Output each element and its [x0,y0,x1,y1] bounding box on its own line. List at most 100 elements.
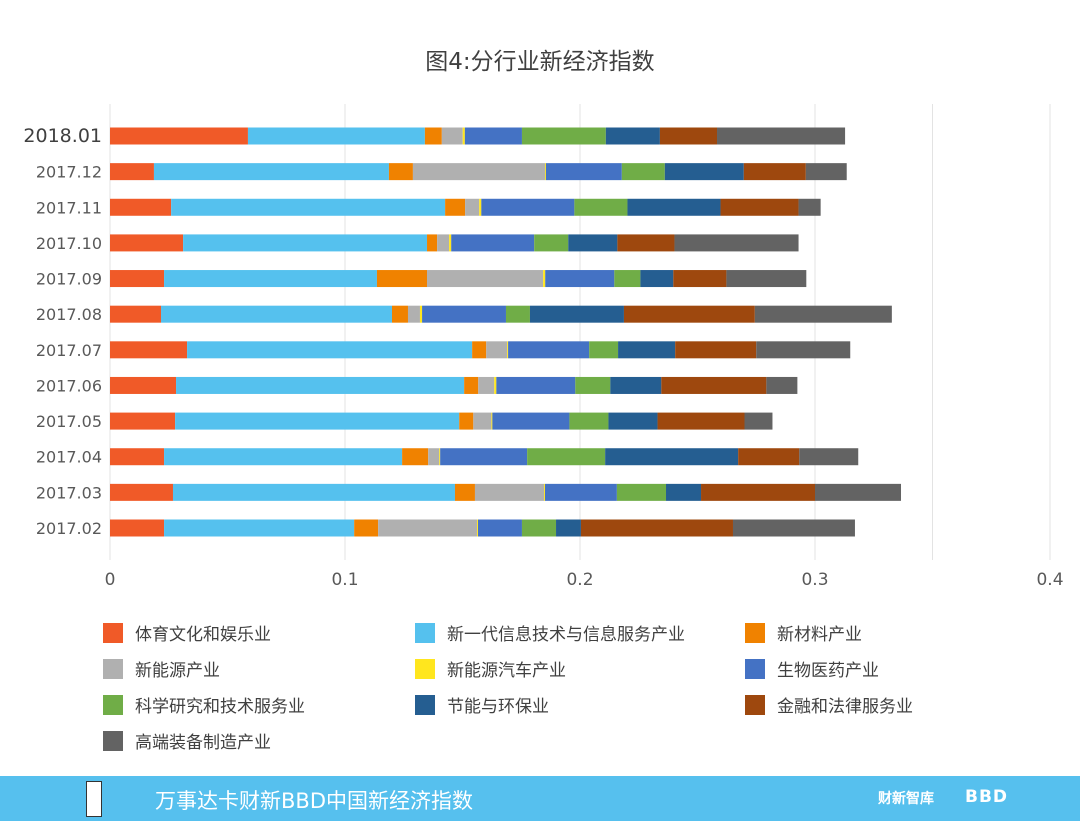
bar-segment [110,234,184,252]
y-tick-label: 2017.06 [36,376,102,395]
bar-segment [153,163,389,181]
bar-segment [110,127,248,145]
bar-segment [472,341,487,359]
bar-segment [545,163,622,181]
legend-item: 新一代信息技术与信息服务产业 [415,620,685,645]
legend-item: 科学研究和技术服务业 [103,692,305,717]
bar-segment [494,376,497,394]
legend-label: 新一代信息技术与信息服务产业 [447,625,685,645]
bar-segment [575,376,611,394]
y-tick-label: 2017.03 [36,483,102,502]
bar-segment [110,270,165,288]
bar-segment [618,341,676,359]
bar-segment [437,234,450,252]
bar-segment [674,234,799,252]
y-tick-label: 2017.08 [36,305,102,324]
legend-label: 科学研究和技术服务业 [135,697,305,717]
bar-segment [164,448,403,466]
y-tick-label: 2017.05 [36,412,102,431]
bar-segment [110,163,154,181]
legend-label: 生物医药产业 [777,661,879,681]
bar-segment [805,163,847,181]
legend-item: 金融和法律服务业 [745,692,913,717]
bar-segment [464,127,522,145]
x-tick-label: 0.2 [566,570,593,590]
bar-segment [614,270,641,288]
bar-segment [479,198,482,216]
bar-segment [171,198,446,216]
bar-segment [445,198,466,216]
bar-segment [388,163,413,181]
bar-segment [673,270,727,288]
bar-segment [701,483,815,501]
x-tick-label: 0.3 [801,570,828,590]
bar-segment [474,483,545,501]
bar-segment [527,448,606,466]
bar-segment [798,198,821,216]
bar-segment [247,127,425,145]
footer-title: 万事达卡财新BBD中国新经济指数 [155,789,473,813]
bar-segment [175,412,460,430]
bar-segment [478,519,522,537]
bar-segment [605,127,660,145]
bar-segment [657,412,745,430]
bar-segment [623,305,755,323]
legend-swatch [745,658,765,679]
bar-segment [754,305,892,323]
bar-segment [717,127,846,145]
legend-item: 体育文化和娱乐业 [103,620,271,645]
bar-segment [659,127,718,145]
bar-segment [666,483,702,501]
bar-segment [412,163,545,181]
bar-segment [477,519,479,537]
bar-segment [627,198,721,216]
bar-segment [402,448,429,466]
stacked-bar-chart: 0 0.1 0.2 0.3 0.4 2018.01 2017.12 2017.11 2017.1… [23,104,1064,590]
bar-segment [544,163,546,181]
bar-segment [664,163,744,181]
bar-segment [110,519,165,537]
bar-segment [799,448,859,466]
bar-segment [441,127,463,145]
bar-segment [464,376,479,394]
bar-segment [481,198,575,216]
bar-segment [110,376,177,394]
legend-swatch [103,622,123,643]
bar-segment [454,483,475,501]
y-tick-label: 2017.11 [36,198,102,217]
bar-segment [661,376,767,394]
bar-segment [589,341,619,359]
x-tick-label: 0.1 [331,570,358,590]
y-tick-label: 2017.07 [36,341,102,360]
legend-swatch [415,622,435,643]
bar-segment [744,412,773,430]
bar-segment [451,234,535,252]
caixin-logo: 财新智库 [878,791,934,807]
bar-segment [508,341,590,359]
bar-segment [354,519,379,537]
bar-segment [473,412,492,430]
bar-segment [496,376,576,394]
bar-segment [110,341,188,359]
footer-banner: 万事达卡财新BBD中国新经济指数 财新智库 BBD [0,776,1080,821]
legend-item: 节能与环保业 [415,692,549,717]
y-tick-label: 2017.12 [36,163,102,182]
bar-segment [756,341,851,359]
bbd-logo: BBD [965,787,1009,807]
legend-swatch [415,658,435,679]
bar-segment [732,519,855,537]
legend-item: 高端装备制造产业 [103,728,271,753]
legend-item: 新能源汽车产业 [415,656,566,681]
bar-segment [544,483,617,501]
bar-segment [568,234,618,252]
bar-segment [172,483,455,501]
legend-item: 生物医药产业 [745,656,879,681]
bar-segment [534,234,569,252]
bar-segment [419,305,423,323]
y-tick-label: 2017.02 [36,519,102,538]
bar-segment [720,198,799,216]
bar-segment [610,376,662,394]
bar-segment [164,270,377,288]
bar-segment [675,341,757,359]
bar-segment [743,163,806,181]
